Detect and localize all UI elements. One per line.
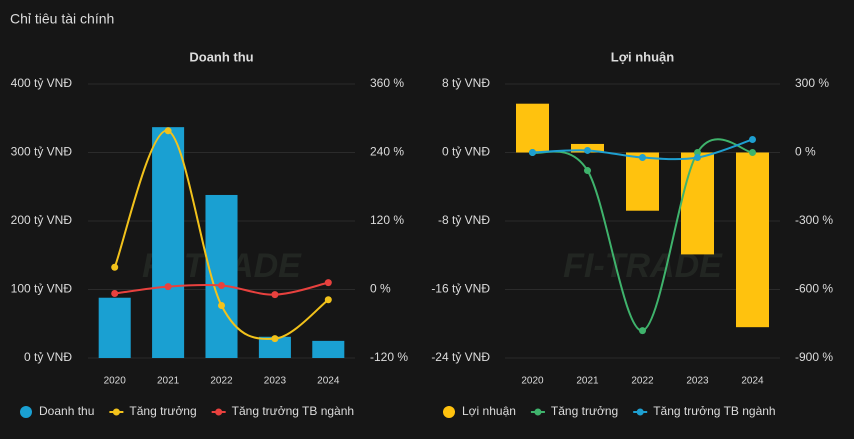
y-tick-label: -24 tỷ VNĐ <box>431 350 490 364</box>
chart-title: Lợi nhuận <box>611 49 674 64</box>
point <box>164 127 172 135</box>
chart-title: Doanh thu <box>189 49 253 64</box>
bar <box>681 152 714 255</box>
x-tick-label: 2023 <box>686 376 709 387</box>
point <box>694 154 701 162</box>
page-title: Chỉ tiêu tài chính <box>10 11 114 27</box>
legend-label: Doanh thu <box>39 404 94 418</box>
bar <box>205 194 238 358</box>
x-tick-label: 2023 <box>264 376 287 387</box>
point <box>218 282 225 290</box>
legend-label: Tăng trưởng <box>129 404 196 418</box>
y-tick-label: 200 tỷ VNĐ <box>11 213 73 227</box>
y-tick-label: 0 tỷ VNĐ <box>442 145 490 159</box>
y2-tick-label: -900 % <box>795 350 833 364</box>
legend-label: Lợi nhuận <box>462 404 516 418</box>
x-tick-label: 2021 <box>576 376 599 387</box>
bar <box>152 127 185 358</box>
y-tick-label: -16 tỷ VNĐ <box>431 282 490 296</box>
point <box>584 167 591 175</box>
x-tick-label: 2020 <box>521 376 544 387</box>
y2-tick-label: 240 % <box>370 145 404 159</box>
y2-tick-label: 0 % <box>370 282 391 296</box>
point <box>749 135 756 143</box>
legend-label: Tăng trưởng TB ngành <box>232 404 354 418</box>
legend-marker <box>215 408 223 416</box>
x-tick-label: 2022 <box>210 376 233 387</box>
x-tick-label: 2024 <box>317 376 340 387</box>
y2-tick-label: -120 % <box>370 350 408 364</box>
point <box>271 335 279 343</box>
x-tick-label: 2024 <box>741 376 764 387</box>
legend-marker <box>112 408 120 416</box>
legend-marker <box>443 406 455 418</box>
y2-tick-label: 300 % <box>795 76 829 90</box>
point <box>164 283 172 291</box>
y2-tick-label: 120 % <box>370 213 404 227</box>
bar <box>312 340 345 358</box>
y-tick-label: 0 tỷ VNĐ <box>24 350 72 364</box>
y-tick-label: -8 tỷ VNĐ <box>438 213 490 227</box>
point <box>271 291 279 299</box>
legend-marker <box>636 408 644 416</box>
point <box>111 263 119 271</box>
bar <box>626 152 659 211</box>
point <box>529 149 536 156</box>
y-tick-label: 100 tỷ VNĐ <box>11 282 73 296</box>
legend-marker <box>534 408 542 416</box>
point <box>694 149 701 156</box>
y-tick-label: 400 tỷ VNĐ <box>11 76 73 90</box>
legend-label: Tăng trưởng TB ngành <box>653 404 775 418</box>
point <box>218 301 225 309</box>
bar <box>98 297 131 358</box>
legend-marker <box>20 406 32 418</box>
y2-tick-label: 0 % <box>795 145 816 159</box>
point <box>639 154 646 162</box>
x-tick-label: 2020 <box>104 376 127 387</box>
point <box>584 146 591 154</box>
point <box>111 289 119 297</box>
point <box>324 279 332 287</box>
bar <box>736 152 769 328</box>
x-tick-label: 2021 <box>157 376 180 387</box>
y2-tick-label: -600 % <box>795 282 833 296</box>
x-tick-label: 2022 <box>631 376 654 387</box>
y2-tick-label: -300 % <box>795 213 833 227</box>
y-tick-label: 8 tỷ VNĐ <box>442 76 490 90</box>
legend-label: Tăng trưởng <box>551 404 618 418</box>
line <box>113 129 329 340</box>
y-tick-label: 300 tỷ VNĐ <box>11 145 73 159</box>
point <box>639 327 646 335</box>
y2-tick-label: 360 % <box>370 76 404 90</box>
point <box>749 149 756 156</box>
bar <box>258 336 291 358</box>
point <box>324 296 332 304</box>
bar <box>516 103 549 153</box>
